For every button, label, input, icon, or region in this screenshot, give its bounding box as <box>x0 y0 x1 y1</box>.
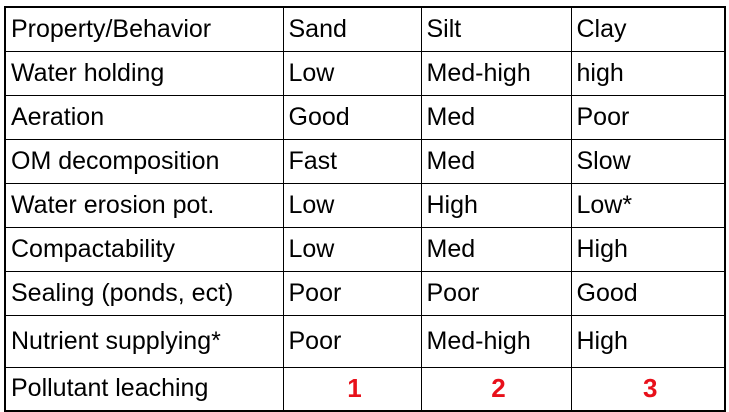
silt-value: Med-high <box>420 50 572 96</box>
table-row: Sealing (ponds, ect) Poor Poor Good <box>4 270 726 316</box>
sand-rank: 1 <box>347 373 362 404</box>
clay-value: Slow <box>570 138 726 184</box>
silt-value: Med <box>420 94 572 140</box>
silt-value: Med-high <box>420 314 572 368</box>
sand-value: Fast <box>282 138 422 184</box>
clay-value: Good <box>570 270 726 316</box>
table-row: Nutrient supplying* Poor Med-high High <box>4 314 726 368</box>
silt-rank: 2 <box>491 373 506 404</box>
clay-rank: 3 <box>643 373 658 404</box>
sand-value: Low <box>282 50 422 96</box>
header-clay: Clay <box>570 6 726 52</box>
table-header-row: Property/Behavior Sand Silt Clay <box>4 6 726 52</box>
header-property: Property/Behavior <box>4 6 284 52</box>
silt-value: Med <box>420 226 572 272</box>
row-label: Compactability <box>4 226 284 272</box>
table-row: Water erosion pot. Low High Low* <box>4 182 726 228</box>
row-label: Nutrient supplying* <box>4 314 284 368</box>
row-label: Water erosion pot. <box>4 182 284 228</box>
silt-value: High <box>420 182 572 228</box>
silt-value: Med <box>420 138 572 184</box>
sand-value: Poor <box>282 270 422 316</box>
row-label: Sealing (ponds, ect) <box>4 270 284 316</box>
row-label: OM decomposition <box>4 138 284 184</box>
table-row: OM decomposition Fast Med Slow <box>4 138 726 184</box>
clay-value: Low* <box>570 182 726 228</box>
clay-value: High <box>570 314 726 368</box>
soil-properties-table: Property/Behavior Sand Silt Clay Water h… <box>4 6 726 412</box>
header-sand: Sand <box>282 6 422 52</box>
sand-value: Poor <box>282 314 422 368</box>
silt-value: Poor <box>420 270 572 316</box>
row-label: Pollutant leaching <box>4 366 284 412</box>
clay-value: Poor <box>570 94 726 140</box>
sand-value: Good <box>282 94 422 140</box>
sand-value: Low <box>282 182 422 228</box>
sand-value: Low <box>282 226 422 272</box>
row-label: Aeration <box>4 94 284 140</box>
clay-value: high <box>570 50 726 96</box>
clay-rank-cell: 3 <box>570 366 726 412</box>
header-silt: Silt <box>420 6 572 52</box>
table-row: Compactability Low Med High <box>4 226 726 272</box>
silt-rank-cell: 2 <box>420 366 572 412</box>
row-label: Water holding <box>4 50 284 96</box>
sand-rank-cell: 1 <box>282 366 422 412</box>
table-row: Pollutant leaching 1 2 3 <box>4 366 726 412</box>
table-row: Water holding Low Med-high high <box>4 50 726 96</box>
table-row: Aeration Good Med Poor <box>4 94 726 140</box>
clay-value: High <box>570 226 726 272</box>
